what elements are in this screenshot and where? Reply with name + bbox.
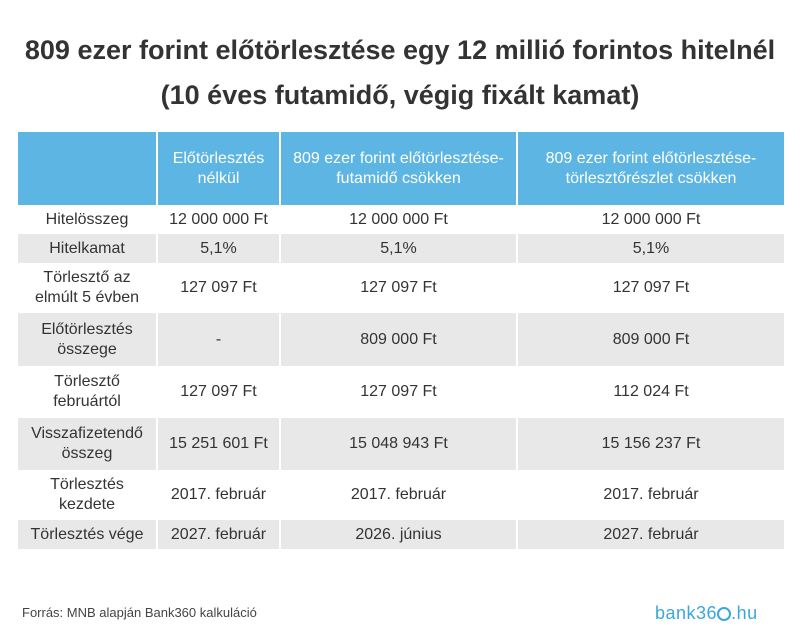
table-cell: 15 156 237 Ft (516, 418, 786, 470)
row-label: Törlesztés kezdete (16, 470, 158, 520)
table-cell: 127 097 Ft (279, 263, 518, 313)
column-header: 809 ezer forint előtörlesztése- törleszt… (516, 132, 786, 205)
bank360-logo: bank36 .hu (655, 603, 758, 623)
table-cell: 12 000 000 Ft (516, 205, 786, 234)
table-cell: 2017. február (516, 470, 786, 520)
table-cell: 2017. február (156, 470, 281, 520)
column-header: 809 ezer forint előtörlesztése- futamidő… (279, 132, 518, 205)
table-header-row: Előtörlesztés nélkül 809 ezer forint előt… (16, 132, 786, 205)
row-label: Hitelösszeg (16, 205, 158, 234)
column-header: Előtörlesztés nélkül (156, 132, 281, 205)
table-cell: 2017. február (279, 470, 518, 520)
table-cell: 5,1% (279, 234, 518, 263)
table-cell: 112 024 Ft (516, 366, 786, 418)
table-row: Törlesztő az elmúlt 5 évben 127 097 Ft 127… (16, 263, 786, 313)
row-label: Törlesztő az elmúlt 5 évben (16, 263, 158, 313)
table-cell: 12 000 000 Ft (156, 205, 281, 234)
table-cell: 12 000 000 Ft (279, 205, 518, 234)
row-label: Törlesztő februártól (16, 366, 158, 418)
table-row: Hitelösszeg 12 000 000 Ft 12 000 000 Ft 12 … (16, 205, 786, 234)
table-row: Hitelkamat 5,1% 5,1% 5,1% (16, 234, 786, 263)
table-row: Törlesztés kezdete 2017. február 2017. feb… (16, 470, 786, 520)
row-label: Hitelkamat (16, 234, 158, 263)
table-row: Előtörlesztés összege -809 000 Ft 809 000 … (16, 313, 786, 366)
row-label: Előtörlesztés összege (16, 313, 158, 366)
table-cell: 15 048 943 Ft (279, 418, 518, 470)
table-row: Visszafizetendő összeg 15 251 601 Ft 15 04… (16, 418, 786, 470)
row-label: Visszafizetendő összeg (16, 418, 158, 470)
table-cell: 2026. június (279, 520, 518, 549)
table-cell: 15 251 601 Ft (156, 418, 281, 470)
table-row: Törlesztés vége 2027. február 2026. június… (16, 520, 786, 549)
table-cell: - (156, 313, 281, 366)
table-cell: 809 000 Ft (516, 313, 786, 366)
table-cell: 127 097 Ft (516, 263, 786, 313)
table-cell: 127 097 Ft (156, 263, 281, 313)
table-cell: 127 097 Ft (279, 366, 518, 418)
table-cell: 127 097 Ft (156, 366, 281, 418)
comparison-table: Előtörlesztés nélkül 809 ezer forint előt… (16, 132, 786, 549)
table-cell: 2027. február (516, 520, 786, 549)
table-row: Törlesztő februártól 127 097 Ft 127 097 Ft… (16, 366, 786, 418)
column-header (16, 132, 158, 205)
source-note: Forrás: MNB alapján Bank360 kalkuláció (22, 605, 257, 620)
table-cell: 5,1% (516, 234, 786, 263)
table-cell: 5,1% (156, 234, 281, 263)
table-cell: 809 000 Ft (279, 313, 518, 366)
row-label: Törlesztés vége (16, 520, 158, 549)
table-cell: 2027. február (156, 520, 281, 549)
page-title: 809 ezer forint előtörlesztése egy 12 mi… (24, 35, 776, 110)
